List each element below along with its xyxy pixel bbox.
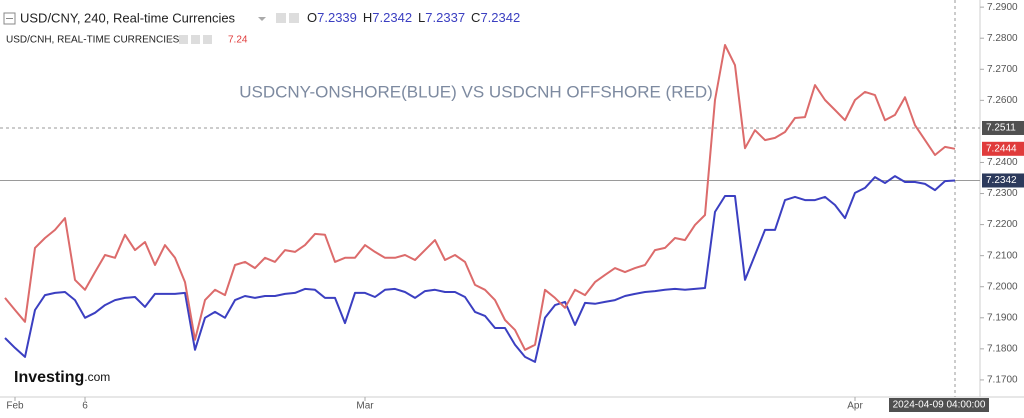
ohlc-item: O7.2339 (307, 10, 357, 25)
ohlc-label: O (307, 10, 317, 25)
y-tick-label: 7.2300 (987, 188, 1018, 199)
ohlc-label: H (363, 10, 372, 25)
y-tick-label: 7.2400 (987, 157, 1018, 168)
y-tick-label: 7.2100 (987, 250, 1018, 261)
crosshair-time-label: 2024-04-09 04:00:00 (893, 400, 986, 411)
x-tick-label: Apr (847, 401, 863, 412)
legend-caret[interactable] (258, 17, 266, 21)
crosshair-price-label-bg (982, 120, 1024, 135)
ohlc-value: 7.2342 (372, 10, 412, 25)
ohlc-value: 7.2337 (425, 10, 465, 25)
last-price-label-bg (982, 173, 1024, 188)
legend-caret[interactable] (167, 38, 173, 41)
secondary-legend: USD/CNH, REAL-TIME CURRENCIES (6, 35, 180, 46)
ohlc-label: L (418, 10, 425, 25)
last-price-label: 7.2444 (986, 143, 1017, 154)
y-tick-label: 7.1900 (987, 312, 1018, 323)
ohlc-item: C7.2342 (471, 10, 520, 25)
last-price-label-bg (982, 141, 1024, 156)
x-tick-label: Mar (356, 401, 374, 412)
y-tick-label: 7.2900 (987, 2, 1018, 13)
x-tick-label: 6 (82, 401, 88, 412)
hide-icon[interactable] (289, 13, 299, 23)
y-tick-label: 7.2600 (987, 95, 1018, 106)
settings-icon[interactable] (276, 13, 286, 23)
hide-icon[interactable] (191, 35, 200, 44)
crosshair-price-label: 7.2511 (986, 123, 1016, 134)
secondary-last-value: 7.24 (228, 35, 248, 46)
ohlc-value: 7.2339 (317, 10, 357, 25)
main-legend: USD/CNY, 240, Real-time Currencies (20, 10, 236, 25)
annotation: USDCNY-ONSHORE(BLUE) VS USDCNH OFFSHORE … (239, 82, 713, 101)
ohlc-label: C (471, 10, 480, 25)
series-line (4, 44, 956, 351)
y-tick-label: 7.2800 (987, 33, 1018, 44)
series-line (4, 175, 956, 363)
settings-icon[interactable] (179, 35, 188, 44)
ohlc-item: H7.2342 (363, 10, 412, 25)
ohlc-value: 7.2342 (480, 10, 520, 25)
y-tick-label: 7.1800 (987, 343, 1018, 354)
y-tick-label: 7.1700 (987, 375, 1018, 386)
crosshair-time-bg (889, 398, 989, 412)
y-tick-label: 7.2000 (987, 281, 1018, 292)
ohlc-item: L7.2337 (418, 10, 465, 25)
logo-suffix: .com (84, 370, 110, 384)
y-tick-label: 7.2200 (987, 219, 1018, 230)
logo-name: Investing (14, 369, 84, 386)
logo: Investing.com (14, 369, 110, 386)
collapse-icon[interactable] (3, 12, 16, 25)
close-icon[interactable] (203, 35, 212, 44)
x-tick-label: Feb (6, 401, 24, 412)
y-tick-label: 7.2700 (987, 64, 1018, 75)
last-price-label: 7.2342 (986, 175, 1017, 186)
ohlc-group: O7.2339 H7.2342 L7.2337 C7.2342 (307, 10, 520, 25)
